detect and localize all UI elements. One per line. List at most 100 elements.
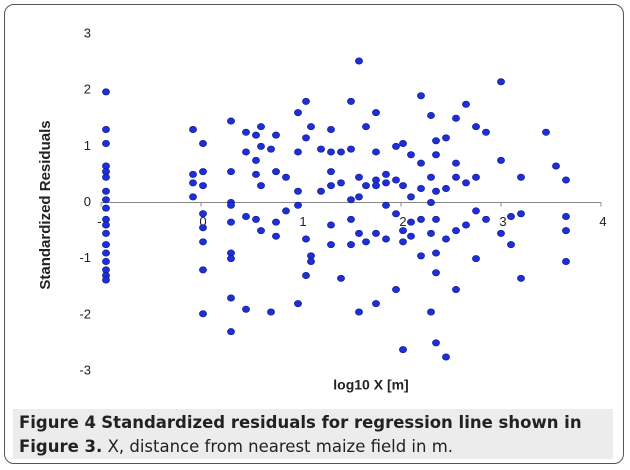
point: [257, 182, 265, 190]
point: [427, 199, 435, 207]
point: [417, 184, 425, 192]
point: [102, 140, 110, 148]
point: [507, 213, 515, 221]
figure-frame: Standardized Residuals log10 X [m] -3 -2 -…: [4, 4, 624, 464]
point: [407, 151, 415, 159]
point: [355, 173, 363, 181]
point: [294, 148, 302, 156]
point: [417, 215, 425, 223]
point: [199, 168, 207, 176]
point: [355, 193, 363, 201]
point: [227, 201, 235, 209]
point: [432, 269, 440, 277]
point: [542, 128, 550, 136]
x-tick-label: 3: [499, 214, 506, 229]
point: [432, 339, 440, 347]
point: [102, 187, 110, 195]
point: [382, 170, 390, 178]
y-tick-label: 1: [84, 138, 91, 153]
point: [497, 78, 505, 86]
point: [472, 255, 480, 263]
point: [252, 131, 260, 139]
caption: Figure 4 Standardized residuals for regr…: [13, 409, 613, 459]
point: [417, 252, 425, 260]
point: [327, 241, 335, 249]
point: [102, 241, 110, 249]
point: [272, 218, 280, 226]
point: [392, 176, 400, 184]
point: [307, 257, 315, 265]
point: [407, 232, 415, 240]
point: [302, 97, 310, 105]
point: [102, 88, 110, 96]
x-tick-label: 4: [599, 214, 606, 229]
point: [482, 128, 490, 136]
point: [272, 232, 280, 240]
point: [347, 145, 355, 153]
point: [282, 207, 290, 215]
point: [427, 229, 435, 237]
point: [252, 170, 260, 178]
point: [442, 353, 450, 361]
point: [267, 308, 275, 316]
point: [462, 100, 470, 108]
point: [317, 187, 325, 195]
point: [432, 249, 440, 257]
point: [427, 173, 435, 181]
point: [189, 193, 197, 201]
point: [199, 182, 207, 190]
point: [102, 204, 110, 212]
point: [227, 168, 235, 176]
point: [452, 114, 460, 122]
point: [337, 148, 345, 156]
point: [102, 221, 110, 229]
point: [472, 173, 480, 181]
y-tick-label: -3: [79, 362, 91, 377]
point: [294, 187, 302, 195]
point: [382, 179, 390, 187]
point: [227, 117, 235, 125]
point: [347, 196, 355, 204]
point: [227, 294, 235, 302]
x-tick-label: 1: [299, 214, 306, 229]
point: [452, 286, 460, 294]
point: [462, 179, 470, 187]
point: [294, 300, 302, 308]
point: [257, 142, 265, 150]
point: [252, 156, 260, 164]
point: [327, 148, 335, 156]
point: [327, 182, 335, 190]
point: [307, 123, 315, 131]
point: [432, 137, 440, 145]
caption-ref: Figure 3.: [19, 437, 103, 456]
point: [392, 142, 400, 150]
point: [442, 134, 450, 142]
point: [517, 173, 525, 181]
point: [267, 145, 275, 153]
point: [552, 162, 560, 170]
point: [272, 131, 280, 139]
point: [462, 221, 470, 229]
y-tick-label: -1: [79, 250, 91, 265]
point: [452, 173, 460, 181]
point: [562, 227, 570, 235]
point: [199, 310, 207, 318]
point: [472, 123, 480, 131]
point: [199, 140, 207, 148]
point: [355, 57, 363, 65]
point: [102, 276, 110, 284]
point: [399, 238, 407, 246]
y-axis-label: Standardized Residuals: [37, 120, 54, 289]
point: [432, 151, 440, 159]
y-tick-label: -2: [79, 306, 91, 321]
point: [347, 241, 355, 249]
point: [432, 187, 440, 195]
point: [507, 241, 515, 249]
point: [337, 179, 345, 187]
point: [432, 215, 440, 223]
point: [327, 125, 335, 133]
point: [517, 274, 525, 282]
point: [372, 148, 380, 156]
point: [392, 210, 400, 218]
